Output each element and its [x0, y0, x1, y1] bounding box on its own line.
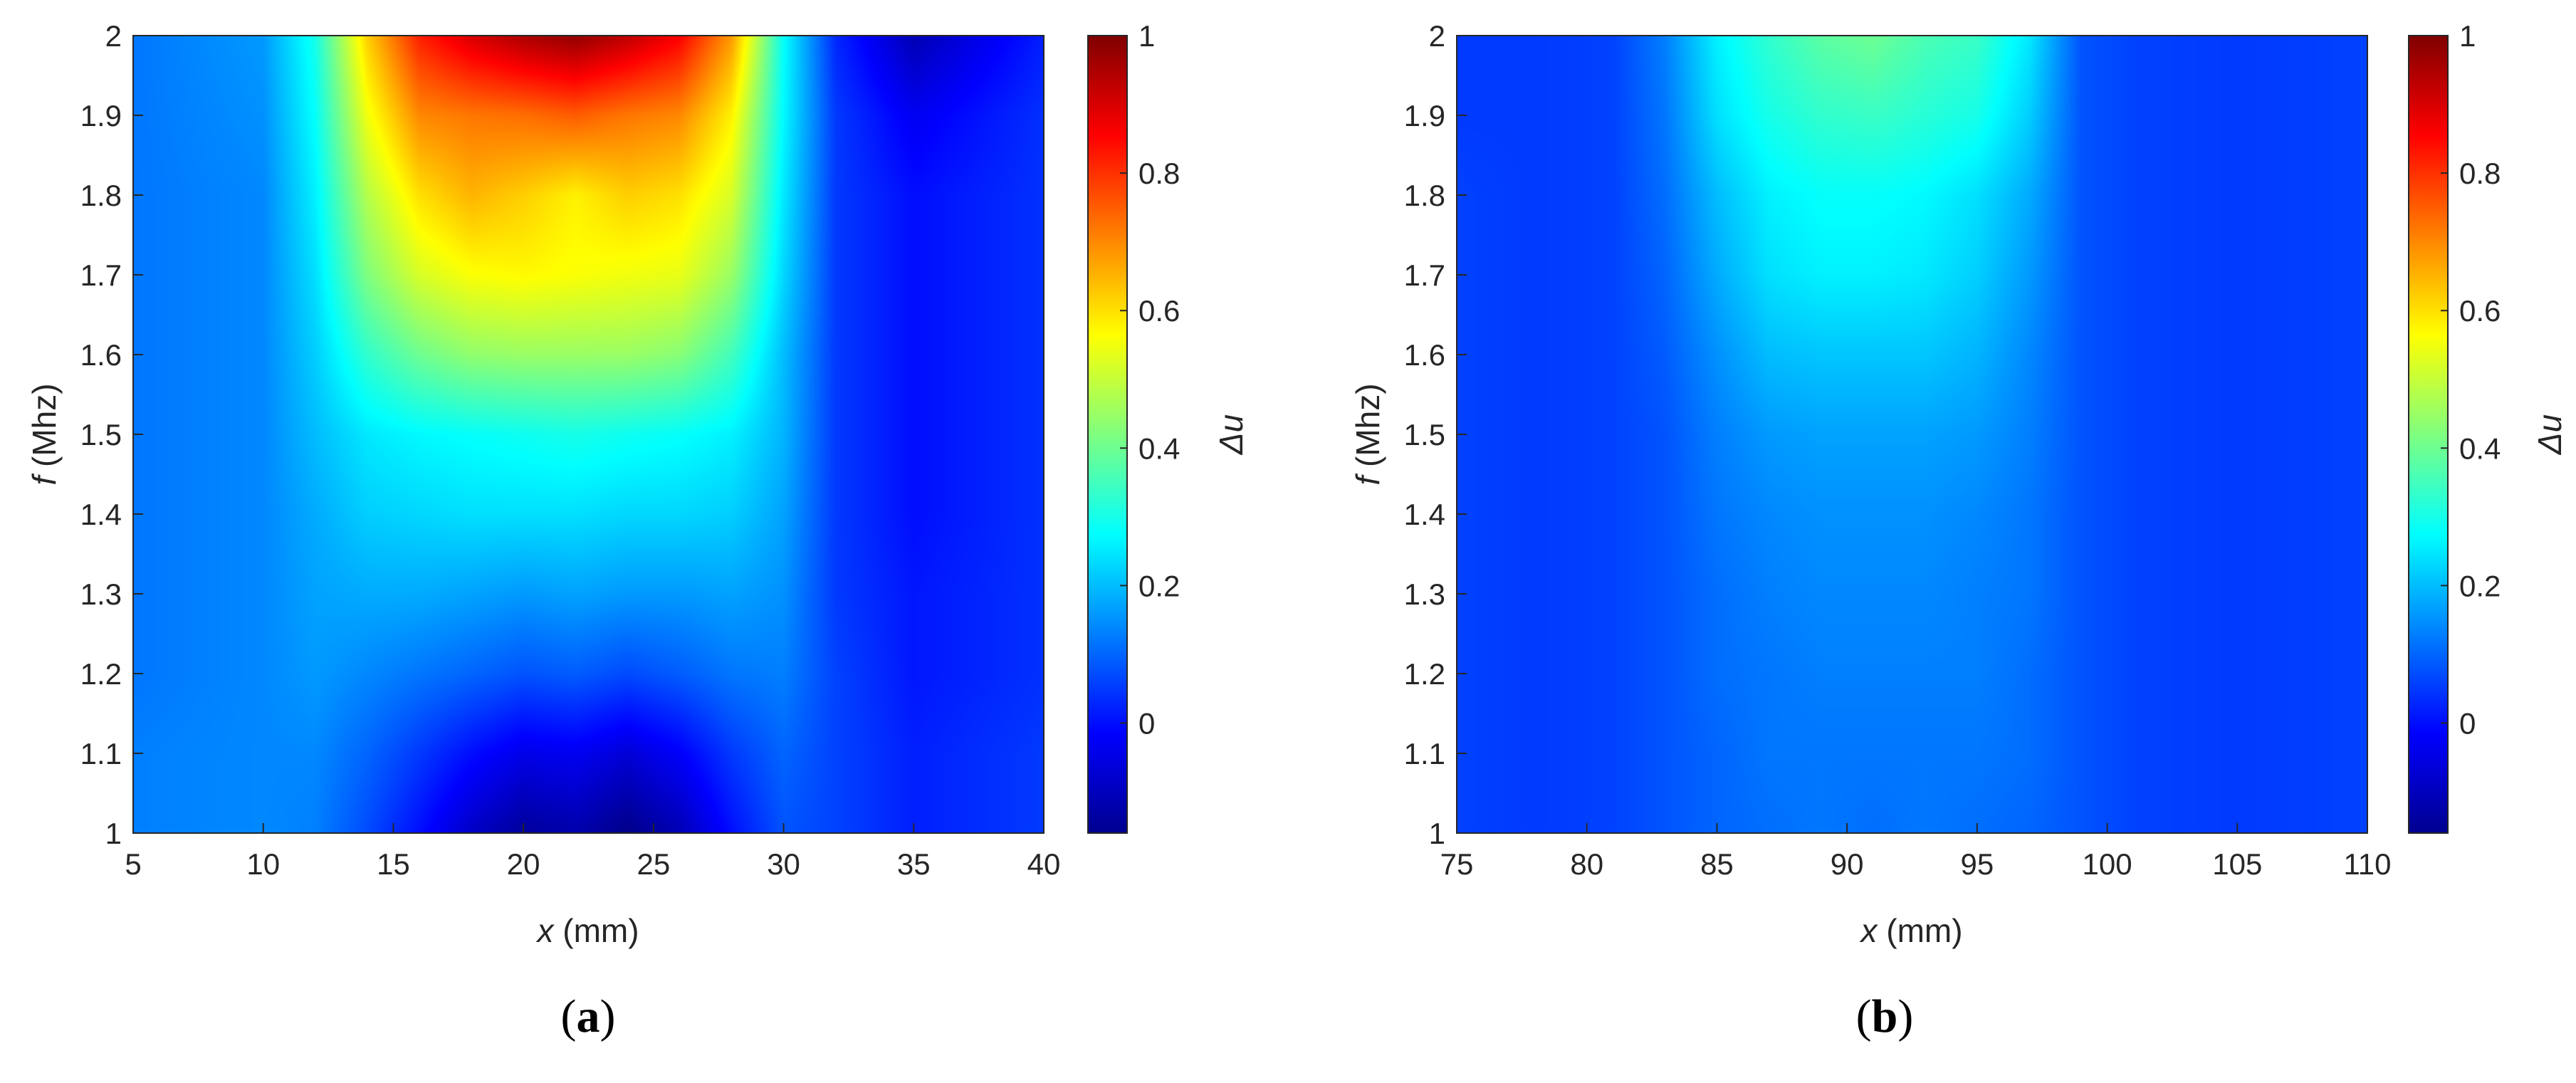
colorbar-label-b: Δu	[2531, 414, 2568, 455]
colorbar-ticks-a: 0 0.2 0.4 0.6 0.8 1	[1120, 19, 1180, 741]
x-tick-label: 30	[767, 847, 800, 881]
y-tick-label: 1.8	[80, 179, 122, 212]
y-tick-label: 1.4	[80, 498, 122, 531]
y-tick-label: 1.4	[1404, 498, 1445, 531]
colorbar-tick-label: 0.6	[1138, 294, 1180, 328]
x-tick-label: 100	[2083, 847, 2132, 881]
y-axis-label-b: f (Mhz)	[1349, 383, 1386, 485]
colorbar-tick-label: 0.4	[1138, 431, 1180, 465]
x-tick-label: 20	[507, 847, 540, 881]
colorbar-a	[1087, 35, 1128, 834]
y-tick-label: 1.1	[1404, 737, 1445, 770]
colorbar-tick-label: 1	[1138, 19, 1155, 53]
y-tick-label: 1.9	[1404, 99, 1445, 132]
x-tick-label: 105	[2212, 847, 2262, 881]
colorbar-tick-label: 0	[2459, 707, 2476, 741]
colorbar-tick-label: 0.8	[2459, 157, 2501, 190]
y-tick-label: 1.7	[1404, 258, 1445, 292]
x-ticks-a: 5 10 15 20 25 30 35 40	[125, 823, 1060, 881]
colorbar-tick-label: 1	[2459, 19, 2476, 53]
y-tick-label: 1.8	[1404, 179, 1445, 212]
heatmap-chart-a: 5 10 15 20 25 30 35 40 11.11.21.31.41.51.61.71.…	[26, 19, 1250, 949]
chart-panel-a: 5 10 15 20 25 30 35 40 1 1.1 1.2 1.3 1.4 1.5 1.6 1.7 1.…	[0, 0, 1288, 1079]
y-tick-label: 1.5	[80, 418, 122, 451]
y-tick-label: 1.3	[1404, 577, 1445, 611]
x-tick-label: 95	[1960, 847, 1994, 881]
colorbar-ticks-b: 0 0.2 0.4 0.6 0.8 1	[2441, 19, 2501, 741]
y-tick-label: 1.6	[80, 338, 122, 372]
x-axis-label-a: x (mm)	[535, 912, 639, 949]
y-tick-label: 1	[1429, 817, 1445, 850]
colorbar-tick-label: 0.8	[1138, 157, 1180, 190]
y-tick-label: 1.6	[1404, 338, 1445, 372]
colorbar-b	[2408, 35, 2449, 834]
y-ticks-b: 1 1.1 1.2 1.3 1.4 1.5 1.6 1.7 1.8 1.9 2	[1404, 19, 1467, 850]
x-tick-label: 110	[2344, 847, 2392, 881]
colorbar-tick-label: 0.2	[2459, 569, 2501, 602]
x-tick-label: 15	[377, 847, 410, 881]
heatmap-canvas-b	[1457, 36, 2367, 833]
chart-panel-b: 75 80 85 90 95 100 105 110 1 1.1 1.2 1.3 1.4 1.5 1.6 1…	[1288, 0, 2576, 1079]
y-tick-label: 1.7	[80, 258, 122, 292]
y-axis-label-a: f (Mhz)	[26, 383, 63, 485]
panel-label-a: (a)	[560, 990, 616, 1042]
y-tick-label: 2	[1429, 19, 1445, 53]
y-tick-label: 1.5	[1404, 418, 1445, 451]
x-tick-label: 80	[1570, 847, 1603, 881]
colorbar-label-a: Δu	[1213, 414, 1250, 455]
y-tick-label: 1.1	[80, 737, 122, 770]
colorbar-tick-label: 0.2	[1138, 569, 1180, 602]
y-tick-label: 1.2	[80, 657, 122, 691]
x-tick-label: 40	[1027, 847, 1061, 881]
x-tick-label: 90	[1831, 847, 1864, 881]
y-tick-label: 1.3	[80, 577, 122, 611]
x-tick-label: 10	[246, 847, 280, 881]
x-tick-label: 85	[1700, 847, 1734, 881]
y-tick-label: 1.2	[1404, 657, 1445, 691]
heatmap-chart-b: 75 80 85 90 95 100 105 110 11.11.21.31.41.51.61…	[1349, 19, 2568, 949]
colorbar-tick-label: 0	[1138, 707, 1155, 741]
x-tick-label: 75	[1440, 847, 1474, 881]
x-tick-label: 35	[897, 847, 931, 881]
heatmap-canvas-a	[133, 36, 1044, 833]
x-tick-label: 5	[125, 847, 141, 881]
x-tick-label: 25	[637, 847, 670, 881]
colorbar-tick-label: 0.6	[2459, 294, 2501, 328]
panel-label-b: (b)	[1855, 990, 1914, 1042]
x-axis-label-b: x (mm)	[1859, 912, 1962, 949]
y-tick-label: 2	[105, 19, 122, 53]
colorbar-tick-label: 0.4	[2459, 431, 2501, 465]
y-ticks-a: 1 1.1 1.2 1.3 1.4 1.5 1.6 1.7 1.8 1.9 2	[80, 19, 143, 850]
x-ticks-b: 75 80 85 90 95 100 105 110	[1440, 823, 2392, 881]
y-tick-label: 1.9	[80, 99, 122, 132]
y-tick-label: 1	[105, 817, 122, 850]
